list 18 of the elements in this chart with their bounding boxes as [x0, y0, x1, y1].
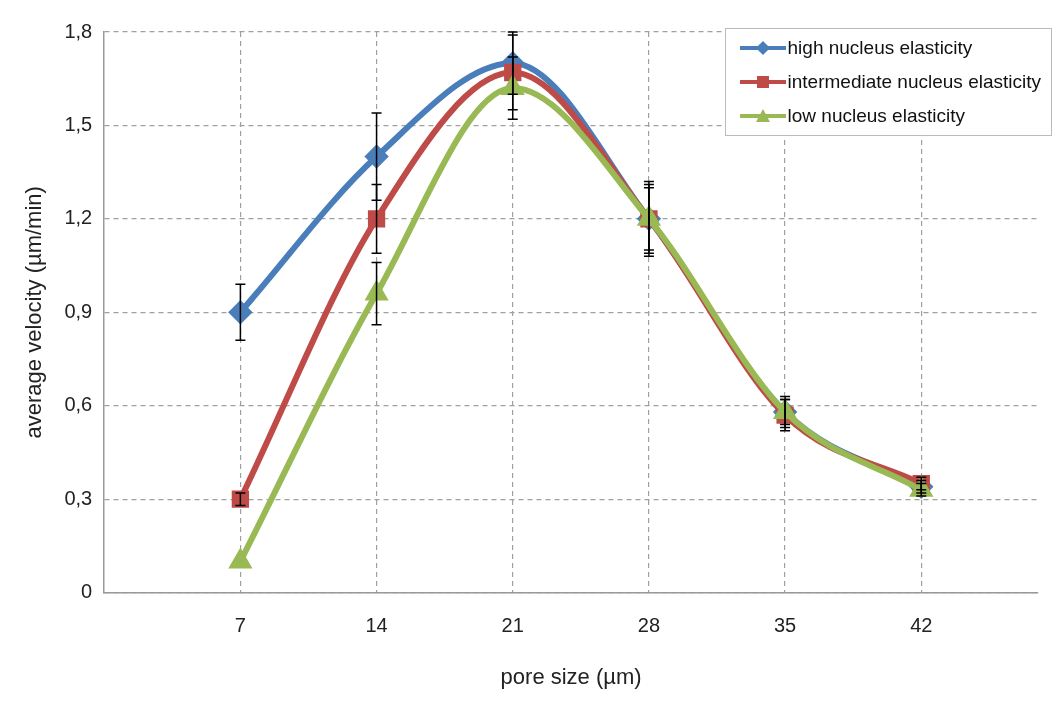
x-tick-label: 28: [637, 614, 661, 637]
y-tick-label: 1,8: [64, 19, 93, 42]
y-tick-label: 0: [81, 580, 93, 603]
x-axis-title: pore size (µm): [500, 663, 642, 689]
x-tick-label: 14: [365, 614, 388, 637]
y-axis-title: average velocity (µm/min): [21, 186, 47, 439]
x-tick-label: 42: [910, 614, 933, 637]
legend-label: high nucleus elasticity: [787, 37, 973, 59]
x-tick-label: 21: [501, 614, 524, 637]
y-tick-label: 1,5: [64, 112, 93, 135]
legend-label: low nucleus elasticity: [787, 105, 965, 127]
y-tick-label: 0,6: [64, 393, 93, 416]
legend-label: intermediate nucleus elasticity: [787, 71, 1041, 93]
y-tick-label: 0,9: [64, 299, 93, 322]
y-tick-label: 0,3: [64, 486, 93, 509]
x-tick-label: 7: [234, 614, 246, 637]
x-tick-label: 35: [773, 614, 797, 637]
y-tick-label: 1,2: [64, 206, 93, 229]
